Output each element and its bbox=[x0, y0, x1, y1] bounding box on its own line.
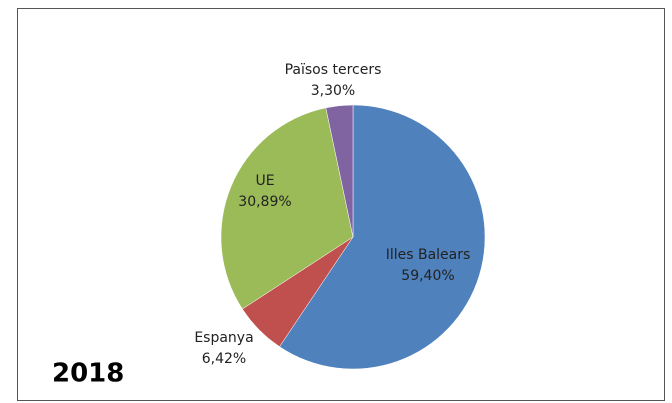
slice-label: Països tercers bbox=[285, 62, 382, 78]
pie-slice bbox=[279, 104, 486, 370]
year-annotation: 2018 bbox=[52, 359, 124, 389]
slice-label: UE bbox=[255, 173, 274, 189]
slice-label: Espanya bbox=[194, 330, 253, 346]
slice-value-label: 6,42% bbox=[202, 351, 246, 367]
slice-value-label: 59,40% bbox=[401, 268, 454, 284]
slice-value-label: 3,30% bbox=[311, 83, 355, 99]
slice-value-label: 30,89% bbox=[238, 194, 291, 210]
pie-slice bbox=[325, 104, 354, 238]
slice-label: Illes Balears bbox=[386, 247, 471, 263]
pie-slice bbox=[220, 107, 354, 310]
